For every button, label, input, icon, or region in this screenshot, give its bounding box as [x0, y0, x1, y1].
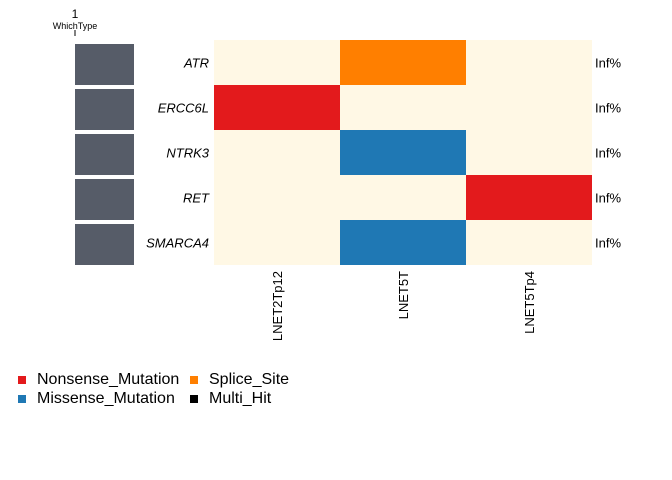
legend-label: Nonsense_Mutation	[37, 371, 180, 388]
sample-label: LNET2Tp12	[270, 271, 285, 341]
mutation-cell	[214, 85, 340, 130]
legend-label: Multi_Hit	[209, 390, 272, 407]
legend-swatch	[190, 376, 198, 384]
gene-label: SMARCA4	[146, 236, 209, 251]
legend-label: Splice_Site	[209, 371, 290, 388]
legend-label: Missense_Mutation	[37, 390, 175, 407]
legend-swatch	[18, 376, 26, 384]
mutation-cell	[340, 40, 466, 85]
gene-label: NTRK3	[166, 146, 209, 161]
sample-label: LNET5T	[396, 271, 411, 319]
percent-labels: Inf% Inf% Inf% Inf% Inf%	[595, 56, 621, 251]
annotation-cell	[75, 44, 134, 85]
legend-item: Nonsense_Mutation	[18, 371, 179, 389]
annotation-column	[75, 44, 134, 265]
annotation-header: 1 WhichType	[53, 7, 98, 36]
sample-label: LNET5Tp4	[522, 271, 537, 334]
legend-swatch	[18, 395, 26, 403]
annotation-cell	[75, 224, 134, 265]
gene-label: RET	[183, 191, 210, 206]
annotation-cell	[75, 179, 134, 220]
percent-label: Inf%	[595, 56, 621, 71]
gene-label: ERCC6L	[158, 101, 209, 116]
annotation-cell	[75, 89, 134, 130]
percent-label: Inf%	[595, 236, 621, 251]
mutation-cell	[466, 175, 592, 220]
annotation-label: WhichType	[53, 21, 98, 31]
percent-label: Inf%	[595, 191, 621, 206]
mutation-cell	[340, 130, 466, 175]
mutation-cell	[340, 220, 466, 265]
gene-label: ATR	[183, 56, 209, 71]
legend-item: Multi_Hit	[190, 390, 271, 408]
legend-swatch	[190, 395, 198, 403]
gene-labels: ATR ERCC6L NTRK3 RET SMARCA4	[146, 56, 210, 251]
legend-item: Splice_Site	[190, 371, 289, 389]
sample-labels: LNET2Tp12 LNET5T LNET5Tp4	[270, 271, 537, 341]
annotation-cell	[75, 134, 134, 175]
annotation-tick-label: 1	[72, 7, 79, 21]
percent-label: Inf%	[595, 101, 621, 116]
percent-label: Inf%	[595, 146, 621, 161]
legend-item: Missense_Mutation	[18, 390, 175, 408]
heatmap-cells	[214, 40, 592, 265]
